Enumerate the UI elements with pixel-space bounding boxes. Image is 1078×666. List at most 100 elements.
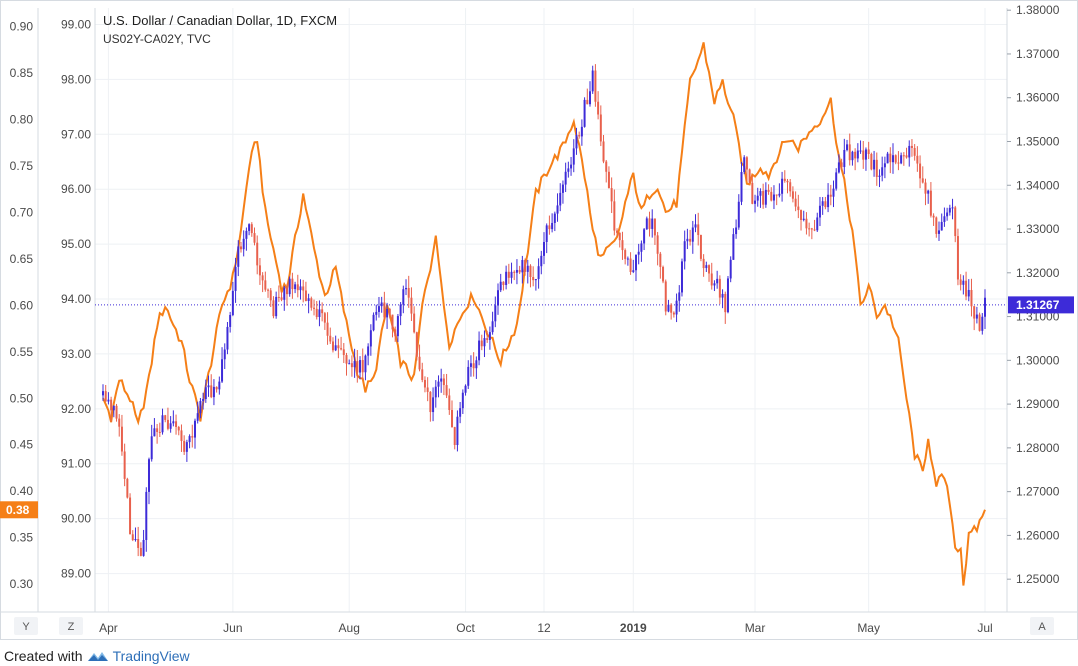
candle: [280, 291, 283, 302]
candle: [743, 155, 746, 175]
candle: [413, 306, 416, 334]
candle: [545, 223, 548, 254]
candle: [729, 256, 732, 283]
candle: [832, 180, 835, 208]
candle: [380, 296, 383, 313]
spread-last-value: 0.38: [6, 503, 30, 517]
time-axis[interactable]: Apr Jun Aug Oct 12 2019 Mar May Jul: [99, 621, 993, 635]
candle: [740, 161, 743, 206]
candle: [375, 304, 378, 321]
candle: [456, 410, 459, 452]
candle: [662, 265, 665, 284]
candle: [483, 330, 486, 358]
candle: [962, 275, 965, 295]
candle: [981, 313, 984, 335]
candle: [824, 196, 827, 210]
candle: [767, 184, 770, 195]
candle: [399, 302, 402, 326]
axis-button-a[interactable]: A: [1030, 617, 1054, 635]
right-axis-tick: 1.28000: [1016, 441, 1060, 455]
candle: [970, 278, 973, 317]
candle: [440, 368, 443, 393]
candle: [415, 331, 418, 361]
candle: [789, 178, 792, 197]
spread-last-label: 0.38: [0, 501, 38, 519]
candle: [353, 348, 356, 378]
candle: [580, 119, 583, 146]
candle: [210, 374, 213, 399]
candle: [405, 279, 408, 296]
candle: [748, 168, 751, 183]
left-axis-1[interactable]: 0.90 0.85 0.80 0.75 0.70 0.65 0.60 0.55 0.50 0.45…: [10, 20, 34, 592]
candle: [423, 376, 426, 393]
candle: [683, 230, 686, 270]
candle: [675, 293, 678, 323]
candle: [112, 405, 115, 418]
candle: [578, 131, 581, 139]
candle: [269, 288, 272, 307]
candle: [735, 219, 738, 239]
candle: [919, 155, 922, 189]
candle: [475, 356, 478, 379]
candle: [383, 291, 386, 320]
candle: [697, 212, 700, 246]
left-axis-1-tick: 0.65: [10, 252, 34, 266]
candle: [191, 424, 194, 448]
candle: [326, 312, 329, 345]
candle: [637, 243, 640, 265]
candle: [667, 299, 670, 313]
candle: [196, 401, 199, 424]
time-axis-tick: Apr: [99, 621, 118, 635]
candle: [272, 296, 275, 319]
candle: [708, 264, 711, 282]
candle: [521, 255, 524, 284]
candle: [147, 457, 150, 505]
candle: [294, 281, 297, 294]
candle: [524, 258, 527, 276]
candle: [310, 296, 313, 311]
candle: [215, 386, 218, 393]
candle: [207, 375, 210, 397]
candle: [169, 416, 172, 433]
right-axis[interactable]: 1.38000 1.37000 1.36000 1.35000 1.34000 1.330…: [1007, 3, 1060, 586]
candle: [732, 228, 735, 260]
candle: [721, 289, 724, 309]
candle: [621, 231, 624, 260]
candle: [948, 204, 951, 216]
axis-button-z[interactable]: Z: [59, 617, 83, 635]
candle: [875, 152, 878, 186]
candle: [304, 281, 307, 302]
candle: [829, 184, 832, 206]
candle: [548, 215, 551, 235]
candle: [193, 418, 196, 449]
candle: [361, 348, 364, 380]
candle: [212, 379, 215, 406]
right-axis-tick: 1.30000: [1016, 353, 1060, 367]
candle: [951, 198, 954, 220]
candle: [597, 91, 600, 120]
right-axis-tick: 1.37000: [1016, 47, 1060, 61]
candle: [334, 335, 337, 352]
candle: [567, 161, 570, 178]
price-last-value: 1.31267: [1016, 298, 1060, 312]
candle: [921, 166, 924, 184]
candle: [537, 258, 540, 289]
candle: [275, 291, 278, 319]
candle: [123, 443, 126, 487]
candle: [478, 331, 481, 366]
candle: [805, 212, 808, 235]
tradingview-brand[interactable]: TradingView: [112, 648, 190, 664]
candle: [686, 228, 689, 250]
candle: [323, 311, 326, 330]
axis-button-y[interactable]: Y: [14, 617, 38, 635]
candle: [218, 376, 221, 395]
left-axis-2[interactable]: 99.00 98.00 97.00 96.00 95.00 94.00 93.00 92.00…: [61, 17, 91, 580]
candle: [188, 434, 191, 449]
candle: [862, 141, 865, 169]
candle: [916, 146, 919, 172]
candle: [302, 279, 305, 303]
left-axis-2-tick: 90.00: [61, 512, 91, 526]
right-axis-tick: 1.34000: [1016, 178, 1060, 192]
plot-area[interactable]: [95, 8, 1007, 612]
